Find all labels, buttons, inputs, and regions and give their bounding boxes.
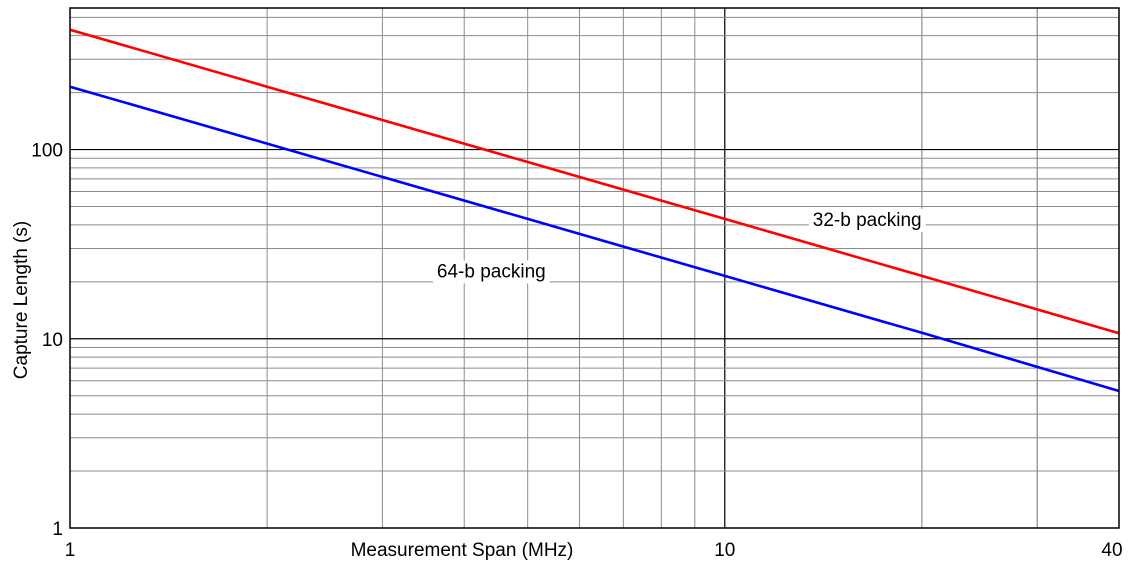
y-tick-label: 100	[31, 141, 63, 162]
x-tick-label: 10	[714, 540, 735, 561]
series-label-2: 64-b packing	[437, 261, 546, 282]
y-tick-labels: 1 10 100	[31, 141, 63, 540]
y-tick-label: 1	[52, 519, 63, 540]
x-tick-labels: 1 10 40	[65, 540, 1123, 561]
x-axis-label: Measurement Span (MHz)	[351, 540, 574, 561]
y-axis-label: Capture Length (s)	[11, 221, 32, 379]
x-tick-label: 40	[1101, 540, 1122, 561]
y-tick-label: 10	[42, 330, 63, 351]
series-label-1: 32-b packing	[813, 210, 922, 231]
plot-background	[70, 8, 1119, 528]
x-tick-label: 1	[65, 540, 76, 561]
